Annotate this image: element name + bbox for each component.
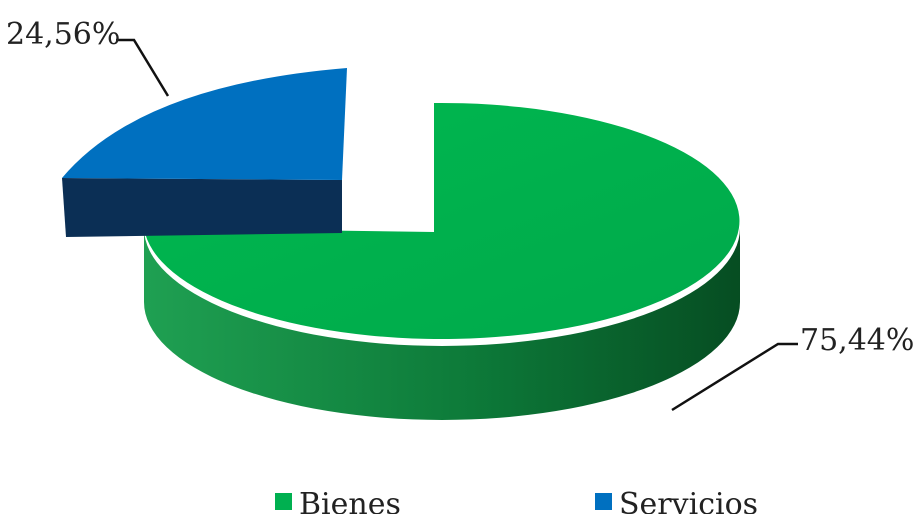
legend-label-servicios: Servicios [619,487,758,514]
slice-servicios [62,68,347,237]
leader-line-bienes [671,342,798,412]
leader-line-servicios [116,38,170,97]
slice-bienes [144,102,740,420]
slice-bienes-side [144,228,740,420]
legend-label-bienes: Bienes [299,487,401,514]
slice-servicios-side [62,178,342,237]
legend: Bienes Servicios [275,487,758,514]
data-label-servicios: 24,56% [6,17,120,52]
data-label-bienes: 75,44% [800,323,914,358]
slice-bienes-top [144,102,740,339]
legend-swatch-servicios [595,493,612,510]
legend-swatch-bienes [275,493,292,510]
slice-servicios-top [62,68,347,180]
